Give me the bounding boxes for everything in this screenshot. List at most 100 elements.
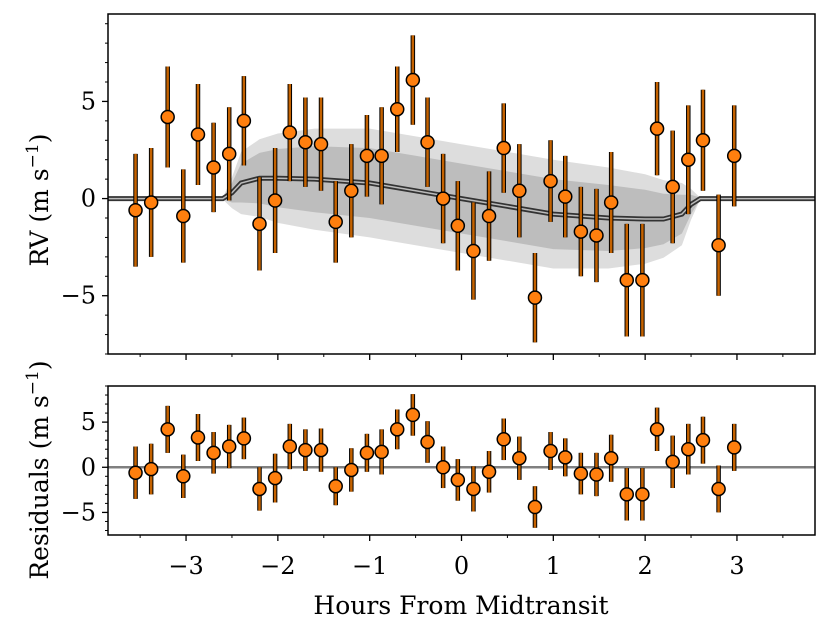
- rv-point-38: [711, 237, 726, 253]
- rv-point-2: [160, 109, 175, 125]
- y-axis-label-residuals-text: Residuals (m s: [25, 395, 54, 579]
- rv-point-19: [420, 134, 435, 150]
- y-axis-label-rv-end: ): [25, 134, 54, 144]
- xtick-label-1: −2: [260, 552, 295, 580]
- residuals-point-32: [619, 487, 635, 502]
- residuals-point-6: [221, 439, 237, 454]
- rv-ytick-label-1: 0: [81, 185, 96, 213]
- x-axis-label: Hours From Midtransit: [313, 591, 608, 620]
- residuals-point-10: [282, 439, 298, 454]
- xtick-label-3: 0: [454, 552, 469, 580]
- rv-point-26: [527, 290, 543, 305]
- rv-point-39: [726, 148, 742, 164]
- residuals-point-16: [374, 444, 389, 460]
- residuals-point-4: [190, 430, 206, 445]
- y-axis-label-residuals: Residuals (m s−1): [23, 360, 54, 579]
- residuals-point-26: [527, 499, 543, 515]
- residuals-point-9: [267, 470, 283, 486]
- y-axis-label-residuals-exp: −1: [23, 370, 43, 395]
- residuals-point-8: [252, 481, 267, 497]
- residuals-point-18: [405, 407, 421, 423]
- rv-point-4: [190, 127, 206, 142]
- model-curve: [108, 175, 815, 222]
- xtick-label-2: −1: [352, 552, 387, 580]
- residuals-point-2: [160, 422, 175, 437]
- model-line: [108, 177, 815, 220]
- xtick-label-4: 1: [546, 552, 561, 580]
- rv-point-29: [573, 224, 589, 239]
- residuals-point-19: [420, 434, 435, 450]
- rv-point-33: [635, 272, 650, 288]
- residuals-ytick-label-0: −5: [61, 498, 96, 526]
- residuals-ytick-label-2: 5: [81, 408, 96, 436]
- rv-point-15: [359, 148, 375, 164]
- rv-point-24: [496, 140, 511, 156]
- xtick-label-0: −3: [168, 552, 203, 580]
- rv-point-22: [466, 243, 481, 259]
- residuals-ytick-label-1: 0: [81, 453, 96, 481]
- xtick-label-6: 3: [729, 552, 744, 580]
- residuals-point-24: [496, 432, 511, 447]
- rv-point-27: [543, 173, 558, 189]
- rv-point-0: [128, 202, 143, 218]
- y-axis-label-rv: RV (m s−1): [23, 134, 54, 267]
- residuals-point-33: [635, 487, 650, 502]
- rv-point-32: [619, 272, 635, 288]
- residuals-point-23: [481, 464, 497, 480]
- residuals-point-5: [206, 445, 221, 461]
- rv-ytick-label-0: −5: [61, 282, 96, 310]
- rv-point-31: [603, 195, 619, 210]
- rv-point-10: [282, 125, 298, 140]
- rv-point-6: [221, 146, 237, 162]
- y-axis-label-rv-exp: −1: [23, 143, 43, 168]
- residuals-point-28: [558, 450, 573, 465]
- residuals-point-1: [143, 461, 159, 477]
- residuals-point-21: [450, 472, 466, 488]
- residuals-point-36: [681, 441, 696, 457]
- rv-point-11: [298, 134, 313, 150]
- rv-point-35: [665, 179, 680, 195]
- residuals-point-25: [512, 450, 527, 466]
- residuals-point-13: [328, 478, 343, 494]
- residuals-point-7: [236, 431, 252, 446]
- residuals-point-12: [313, 442, 329, 458]
- rv-point-9: [267, 193, 283, 208]
- y-axis-label-residuals-end: ): [25, 360, 54, 370]
- residuals-point-15: [359, 445, 375, 461]
- residuals-point-3: [176, 469, 191, 484]
- residuals-point-29: [573, 466, 589, 481]
- residuals-point-39: [726, 440, 742, 455]
- rv-point-7: [236, 113, 252, 129]
- rv-point-28: [558, 189, 573, 204]
- rv-point-12: [313, 136, 329, 152]
- rv-point-30: [589, 228, 604, 243]
- residuals-point-35: [665, 454, 680, 470]
- rv-point-23: [481, 208, 497, 224]
- residuals-point-38: [711, 481, 726, 497]
- rv-point-3: [176, 208, 191, 224]
- residuals-point-31: [603, 450, 619, 466]
- rv-point-37: [695, 133, 711, 148]
- rv-ytick-label-2: 5: [81, 87, 96, 115]
- rv-point-16: [374, 148, 389, 164]
- rv-point-20: [435, 191, 451, 206]
- rv-point-8: [252, 216, 267, 232]
- rv-point-5: [206, 160, 221, 175]
- residuals-point-30: [589, 467, 604, 482]
- residuals-point-0: [128, 465, 143, 480]
- residuals-point-22: [466, 481, 481, 497]
- data-points: [128, 35, 742, 528]
- rv-point-25: [512, 183, 527, 199]
- axis-ticks: −5 0 5 −5 0 5 −3 −2 −1 0 1 2 3: [61, 23, 784, 580]
- residuals-point-17: [389, 422, 405, 437]
- residuals-point-11: [298, 442, 313, 458]
- residuals-point-27: [543, 443, 558, 459]
- residuals-point-37: [695, 432, 711, 448]
- xtick-label-5: 2: [637, 552, 652, 580]
- rv-point-34: [649, 121, 665, 136]
- residuals-point-14: [344, 462, 359, 478]
- rv-point-18: [405, 72, 421, 88]
- rv-point-36: [681, 152, 696, 167]
- rv-point-1: [143, 195, 159, 210]
